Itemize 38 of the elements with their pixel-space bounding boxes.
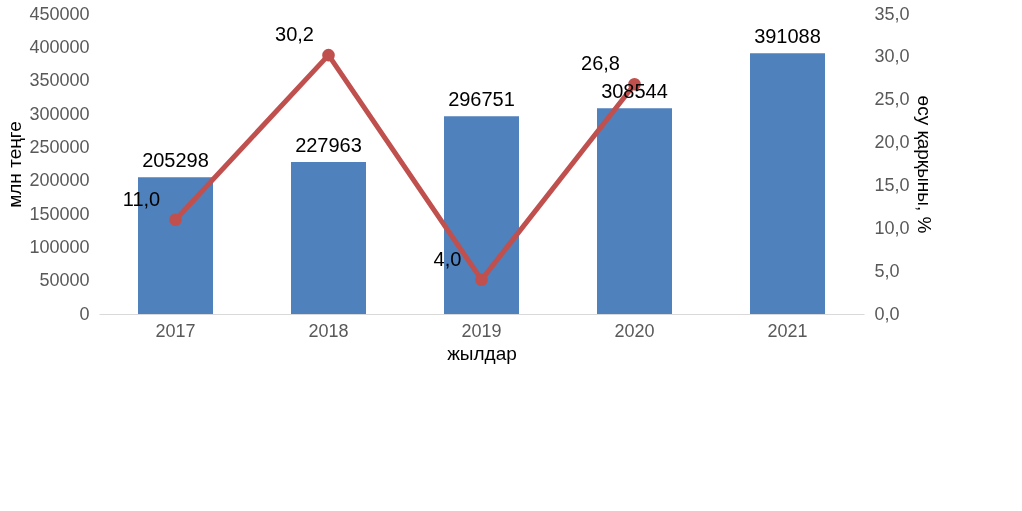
bar — [597, 108, 672, 314]
y-tick-label: 350000 — [29, 70, 90, 91]
y-axis-title: млн теңге — [4, 121, 26, 208]
x-tick-label: 2018 — [308, 320, 349, 341]
data-label: 30,2 — [275, 23, 314, 46]
y2-tick-label: 5,0 — [874, 260, 900, 281]
y2-tick-label: 0,0 — [874, 303, 900, 324]
y-tick-label: 250000 — [29, 136, 90, 157]
y-tick-label: 0 — [79, 303, 90, 324]
data-label: 391088 — [754, 25, 821, 48]
y2-tick-label: 25,0 — [874, 89, 910, 110]
data-label: 227963 — [295, 134, 362, 157]
y2-tick-label: 30,0 — [874, 46, 910, 67]
data-label: 26,8 — [581, 52, 620, 75]
y-tick-label: 100000 — [29, 236, 90, 257]
point — [475, 273, 488, 287]
x-tick-label: 2021 — [767, 320, 808, 341]
y2-tick-label: 15,0 — [874, 174, 910, 195]
bar — [750, 53, 825, 314]
y-tick-label: 300000 — [29, 103, 90, 124]
x-tick-label: 2017 — [155, 320, 196, 341]
x-tick-label: 2019 — [461, 320, 502, 341]
y2-tick-label: 35,0 — [874, 3, 910, 24]
data-label: 205298 — [142, 149, 209, 172]
point — [322, 48, 335, 62]
x-tick-label: 2020 — [614, 320, 655, 341]
x-axis-title: жылдар — [447, 342, 517, 364]
bar — [291, 162, 366, 314]
y-tick-label: 150000 — [29, 203, 90, 224]
y-tick-label: 450000 — [29, 3, 90, 24]
y-tick-label: 50000 — [39, 270, 90, 291]
data-label: 296751 — [448, 88, 515, 111]
point — [169, 213, 182, 227]
y-tick-label: 200000 — [29, 170, 90, 191]
y-tick-label: 400000 — [29, 36, 90, 57]
y2-tick-label: 10,0 — [874, 217, 910, 238]
y2-tick-label: 20,0 — [874, 132, 910, 153]
y2-axis-title: өсу қарқыны, % — [913, 95, 935, 234]
